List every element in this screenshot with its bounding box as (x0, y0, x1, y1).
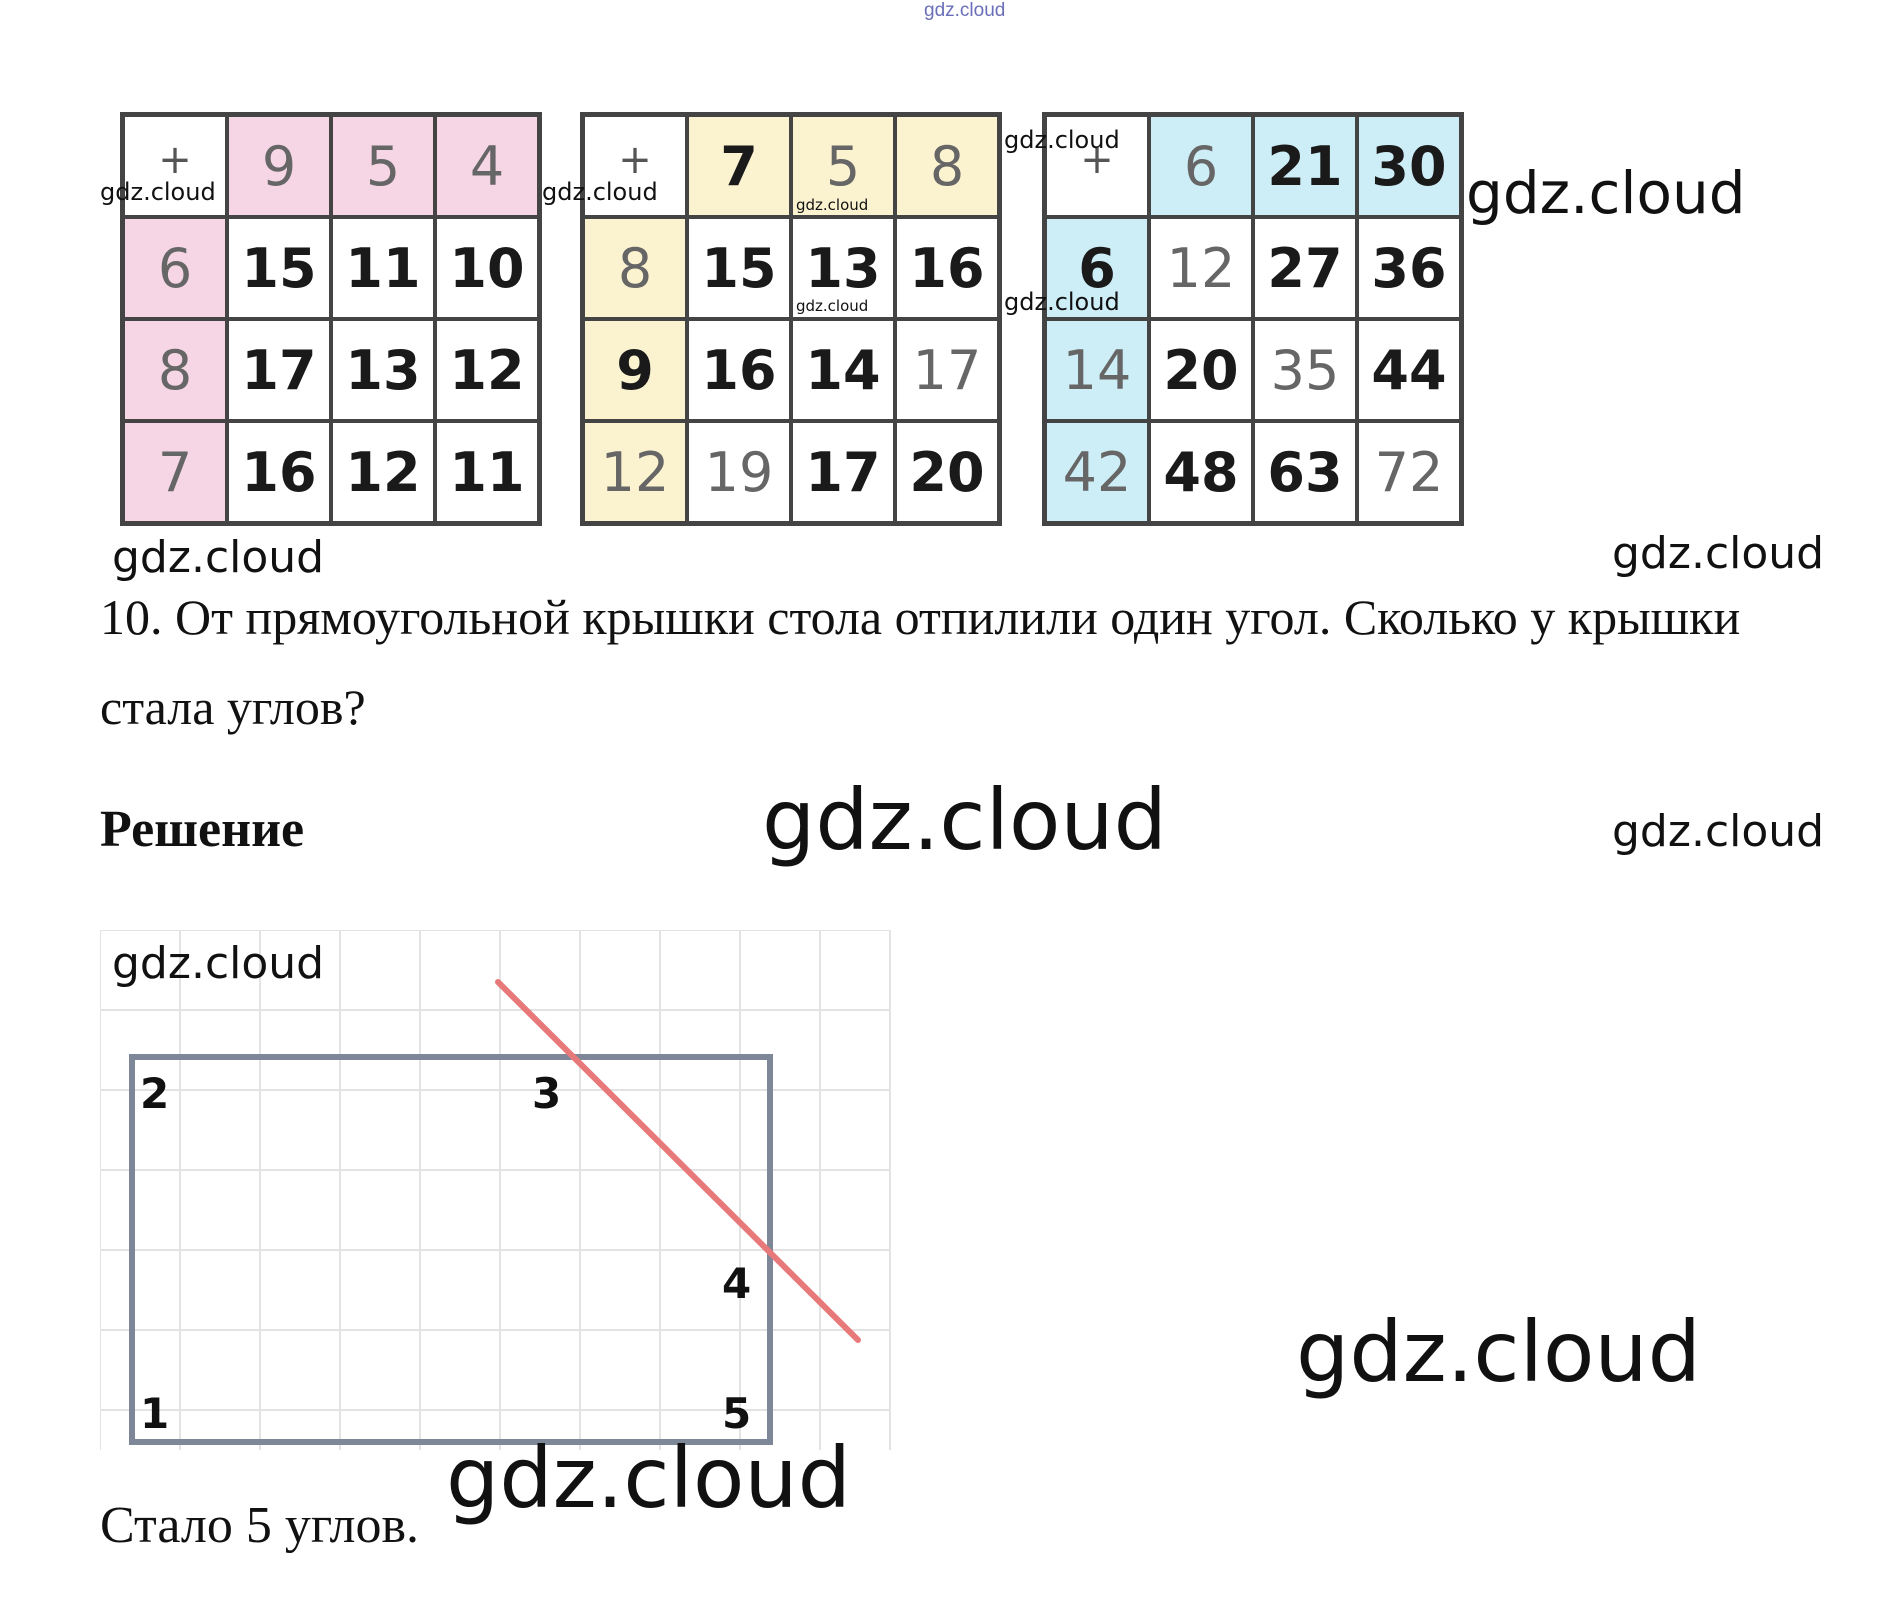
row-header: 7 (123, 421, 227, 523)
row-header: 14 (1045, 319, 1149, 421)
corner-label: 5 (722, 1389, 751, 1438)
column-header: 7 (687, 115, 791, 217)
sum-cell: 72 (1357, 421, 1461, 523)
watermark: gdz.cloud (1612, 528, 1825, 579)
sum-cell: 14 (791, 319, 895, 421)
sum-cell: 63 (1253, 421, 1357, 523)
sum-cell: 35 (1253, 319, 1357, 421)
header-watermark: gdz.cloud (924, 0, 1006, 21)
column-header: 5 (791, 115, 895, 217)
addition-table-blue: + 6 21 30 6 12 27 36 14 20 35 44 42 48 6… (1042, 112, 1464, 526)
watermark: gdz.cloud (100, 178, 216, 206)
sum-cell: 15 (227, 217, 331, 319)
watermark: gdz.cloud (112, 938, 325, 989)
sum-cell: 13 (791, 217, 895, 319)
column-header: 4 (435, 115, 539, 217)
operator-cell: + (1045, 115, 1149, 217)
sum-cell: 17 (791, 421, 895, 523)
corner-label: 4 (722, 1259, 751, 1308)
task-text: 10. От прямоугольной крышки стола отпили… (100, 589, 1741, 735)
row-header: 42 (1045, 421, 1149, 523)
operator-cell: + (583, 115, 687, 217)
watermark: gdz.cloud (762, 771, 1167, 869)
watermark: gdz.cloud (446, 1429, 851, 1527)
sum-cell: 11 (435, 421, 539, 523)
row-header: 9 (583, 319, 687, 421)
column-header: 6 (1149, 115, 1253, 217)
sum-cell: 16 (895, 217, 999, 319)
corner-label: 2 (140, 1069, 169, 1118)
sum-cell: 10 (435, 217, 539, 319)
column-header: 30 (1357, 115, 1461, 217)
sum-cell: 15 (687, 217, 791, 319)
sum-cell: 27 (1253, 217, 1357, 319)
watermark: gdz.cloud (542, 178, 658, 206)
watermark: gdz.cloud (1004, 288, 1120, 316)
sum-cell: 17 (895, 319, 999, 421)
row-header: 12 (583, 421, 687, 523)
sum-cell: 12 (331, 421, 435, 523)
corner-label: 1 (140, 1389, 169, 1438)
sum-cell: 16 (227, 421, 331, 523)
answer-text: Стало 5 углов. (100, 1497, 420, 1554)
watermark: gdz.cloud (1612, 806, 1825, 857)
operator-cell: + (123, 115, 227, 217)
row-header: 8 (123, 319, 227, 421)
sum-cell: 20 (895, 421, 999, 523)
cut-rectangle-figure: 2 3 4 1 5 (100, 930, 891, 1450)
watermark: gdz.cloud (1296, 1303, 1701, 1401)
sum-cell: 16 (687, 319, 791, 421)
grid-lines (100, 930, 891, 1450)
sum-cell: 20 (1149, 319, 1253, 421)
sum-cell: 36 (1357, 217, 1461, 319)
watermark: gdz.cloud (1004, 126, 1120, 154)
watermark: gdz.cloud (112, 532, 325, 583)
addition-table-pink: + 9 5 4 6 15 11 10 8 17 13 12 7 16 12 11 (120, 112, 542, 526)
sum-cell: 19 (687, 421, 791, 523)
cut-line (495, 979, 861, 1343)
sum-cell: 44 (1357, 319, 1461, 421)
addition-table-yellow: + 7 5 8 8 15 13 16 9 16 14 17 12 19 17 2… (580, 112, 1002, 526)
row-header: 8 (583, 217, 687, 319)
column-header: 21 (1253, 115, 1357, 217)
column-header: 9 (227, 115, 331, 217)
row-header: 6 (123, 217, 227, 319)
sum-cell: 12 (1149, 217, 1253, 319)
watermark: gdz.cloud (796, 196, 869, 214)
sum-cell: 11 (331, 217, 435, 319)
row-header: 6 (1045, 217, 1149, 319)
watermark: gdz.cloud (796, 297, 869, 315)
sum-cell: 48 (1149, 421, 1253, 523)
corner-label: 3 (532, 1069, 561, 1118)
sum-cell: 13 (331, 319, 435, 421)
column-header: 8 (895, 115, 999, 217)
solution-heading: Решение (100, 801, 305, 858)
sum-cell: 17 (227, 319, 331, 421)
watermark: gdz.cloud (1466, 159, 1746, 227)
column-header: 5 (331, 115, 435, 217)
sum-cell: 12 (435, 319, 539, 421)
